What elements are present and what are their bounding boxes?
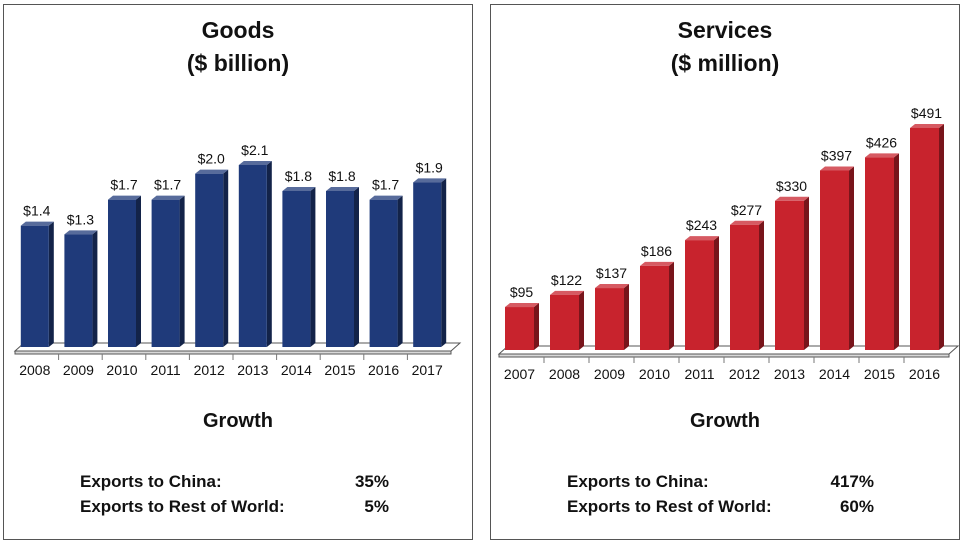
tick-label-2008: 2008 [19,362,50,378]
growth-title: Growth [203,410,273,432]
tick-label-2016: 2016 [909,366,940,382]
tick-label-2014: 2014 [281,362,312,378]
data-label-2016: $491 [911,105,942,121]
exports-row-label: Exports to Rest of World: [567,497,772,516]
goods-bar-chart: $1.4 2008 $1.3 2009 $1.7 2010 $1.7 2011 $2.0 2012… [13,142,462,378]
data-label-2012: $277 [731,202,762,218]
bar-2009 [64,230,98,347]
tick-label-2011: 2011 [684,366,714,382]
tick-label-2012: 2012 [729,366,760,382]
data-label-2017: $1.9 [416,159,443,175]
bar-2009 [595,284,629,350]
data-label-2010: $1.7 [110,177,137,193]
bar-2013 [775,196,809,350]
data-label-2007: $95 [510,284,534,300]
tick-label-2012: 2012 [194,362,225,378]
data-label-2010: $186 [641,243,672,259]
data-label-2015: $426 [866,134,897,150]
tick-label-2008: 2008 [549,366,580,382]
bar-2014 [282,187,316,347]
bar-2012 [195,169,229,347]
bar-2010 [640,261,674,350]
tick-label-2013: 2013 [774,366,805,382]
bar-2008 [20,221,54,347]
bar-2015 [326,187,359,347]
exports-row-value: 60% [839,497,874,516]
bar-2016 [910,124,944,350]
chart-title: Goods [201,17,275,43]
data-label-2011: $243 [686,217,717,233]
exports-china-label: Exports to China: [80,472,222,491]
tick-label-2015: 2015 [324,362,355,378]
tick-label-2014: 2014 [819,366,850,382]
bar-2007 [505,303,539,350]
bar-2013 [238,161,272,347]
data-label-2009: $1.3 [67,211,94,227]
tick-label-2009: 2009 [594,366,625,382]
exports-row-value: 5% [364,497,389,516]
tick-label-2013: 2013 [237,362,268,378]
bar-2011 [685,236,719,350]
chart-subtitle: ($ million) [670,50,780,76]
bar-2014 [820,166,854,350]
chart-subtitle: ($ billion) [186,50,290,76]
goods-chart-panel: Goods ($ billion) $1.4 2008 $1.3 2009 $1.7 20… [3,4,473,540]
tick-label-2015: 2015 [864,366,895,382]
data-label-2009: $137 [596,265,627,281]
data-label-2008: $1.4 [23,203,50,219]
data-label-2014: $1.8 [285,168,312,184]
bar-2010 [108,195,141,347]
tick-label-2011: 2011 [151,362,181,378]
data-label-2013: $330 [776,178,807,194]
exports-china-value: 417% [830,472,874,491]
tick-label-2007: 2007 [504,366,535,382]
chart-floor-edge [498,353,950,358]
exports-row-label: Exports to Rest of World: [80,497,285,516]
data-label-2016: $1.7 [372,177,399,193]
tick-label-2017: 2017 [412,362,443,378]
growth-title: Growth [690,410,760,432]
data-label-2015: $1.8 [328,168,355,184]
bar-2011 [151,195,185,347]
bar-2012 [730,220,764,350]
services-bar-chart: $95 2007 $122 2008 $137 2009 $186 2010 $243 2011 $… [497,105,960,382]
data-label-2013: $2.1 [241,142,268,158]
bar-2008 [550,290,584,350]
bar-2015 [865,153,899,350]
bar-2017 [413,178,447,347]
tick-label-2016: 2016 [368,362,399,378]
data-label-2012: $2.0 [198,151,225,167]
tick-label-2010: 2010 [106,362,137,378]
chart-title: Services [677,17,773,43]
services-chart-panel: Services ($ million) $95 2007 $122 2008 $137… [490,4,960,540]
tick-label-2009: 2009 [63,362,94,378]
data-label-2011: $1.7 [154,177,181,193]
exports-china-value: 35% [354,472,389,491]
exports-china-label: Exports to China: [567,472,709,491]
data-label-2008: $122 [551,272,582,288]
tick-label-2010: 2010 [639,366,670,382]
data-label-2014: $397 [821,148,852,164]
chart-floor-edge [14,350,452,355]
bar-2016 [369,195,403,347]
